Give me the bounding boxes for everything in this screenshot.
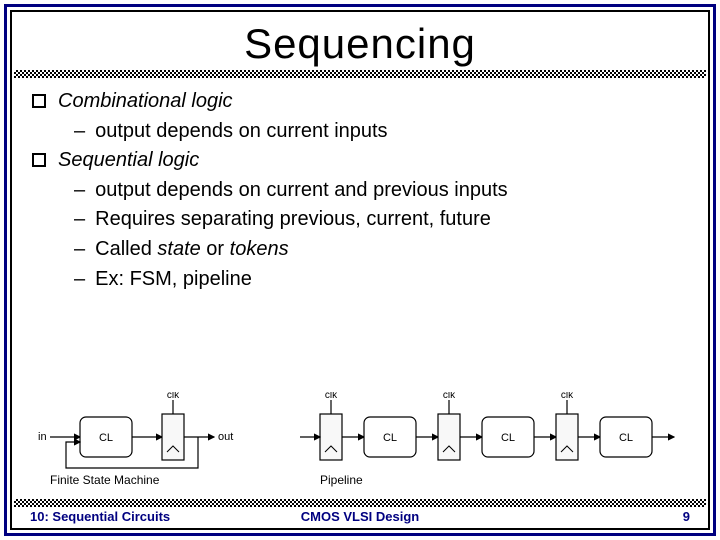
footer-left: 10: Sequential Circuits bbox=[30, 509, 250, 524]
dash-icon: – bbox=[74, 206, 85, 234]
sub-bullet: – output depends on current and previous… bbox=[32, 177, 688, 205]
dash-icon: – bbox=[74, 118, 85, 146]
sub-bullet: – output depends on current inputs bbox=[32, 118, 688, 146]
sub-bullet-text: output depends on current and previous i… bbox=[95, 177, 508, 205]
sequencing-diagram: in CL clk out Finite State Machine bbox=[30, 392, 690, 488]
flop bbox=[320, 414, 342, 460]
square-bullet-icon bbox=[32, 94, 46, 108]
label-cl: CL bbox=[383, 432, 397, 444]
dash-icon: – bbox=[74, 236, 85, 264]
label-cl: CL bbox=[619, 432, 633, 444]
label-cl: CL bbox=[99, 432, 113, 444]
footer-center: CMOS VLSI Design bbox=[250, 509, 470, 524]
label-clk: clk bbox=[325, 392, 338, 401]
sub-bullet-text: Called state or tokens bbox=[95, 236, 288, 264]
dash-icon: – bbox=[74, 177, 85, 205]
slide: Sequencing Combinational logic – output … bbox=[14, 14, 706, 526]
label-out: out bbox=[218, 431, 233, 443]
sub-bullet: – Ex: FSM, pipeline bbox=[32, 266, 688, 294]
diagram-area: in CL clk out Finite State Machine bbox=[14, 390, 706, 499]
sub-bullet: – Called state or tokens bbox=[32, 236, 688, 264]
label-clk: clk bbox=[561, 392, 574, 401]
sub-bullet-text: Ex: FSM, pipeline bbox=[95, 266, 252, 294]
bullet-text: Sequential logic bbox=[58, 147, 199, 175]
footer-wrap: 10: Sequential Circuits CMOS VLSI Design… bbox=[14, 499, 706, 526]
text-fragment-italic: tokens bbox=[230, 238, 289, 260]
divider-bottom bbox=[14, 499, 706, 507]
label-clk: clk bbox=[167, 392, 180, 401]
label-cl: CL bbox=[501, 432, 515, 444]
footer-right: 9 bbox=[470, 509, 690, 524]
text-fragment-italic: state bbox=[157, 238, 200, 260]
footer: 10: Sequential Circuits CMOS VLSI Design… bbox=[14, 507, 706, 526]
text-fragment: or bbox=[201, 238, 230, 260]
text-fragment: Called bbox=[95, 238, 157, 260]
bullet-combinational: Combinational logic bbox=[32, 88, 688, 116]
flop bbox=[556, 414, 578, 460]
label-clk: clk bbox=[443, 392, 456, 401]
sub-bullet-text: output depends on current inputs bbox=[95, 118, 387, 146]
label-in: in bbox=[38, 431, 47, 443]
slide-title: Sequencing bbox=[14, 14, 706, 70]
bullet-text: Combinational logic bbox=[58, 88, 233, 116]
dash-icon: – bbox=[74, 266, 85, 294]
flop bbox=[438, 414, 460, 460]
flop bbox=[162, 414, 184, 460]
sub-bullet-text: Requires separating previous, current, f… bbox=[95, 206, 491, 234]
content-body: Combinational logic – output depends on … bbox=[14, 78, 706, 390]
divider-top bbox=[14, 70, 706, 78]
bullet-sequential: Sequential logic bbox=[32, 147, 688, 175]
sub-bullet: – Requires separating previous, current,… bbox=[32, 206, 688, 234]
caption-pipeline: Pipeline bbox=[320, 473, 363, 487]
square-bullet-icon bbox=[32, 153, 46, 167]
caption-fsm: Finite State Machine bbox=[50, 473, 160, 487]
